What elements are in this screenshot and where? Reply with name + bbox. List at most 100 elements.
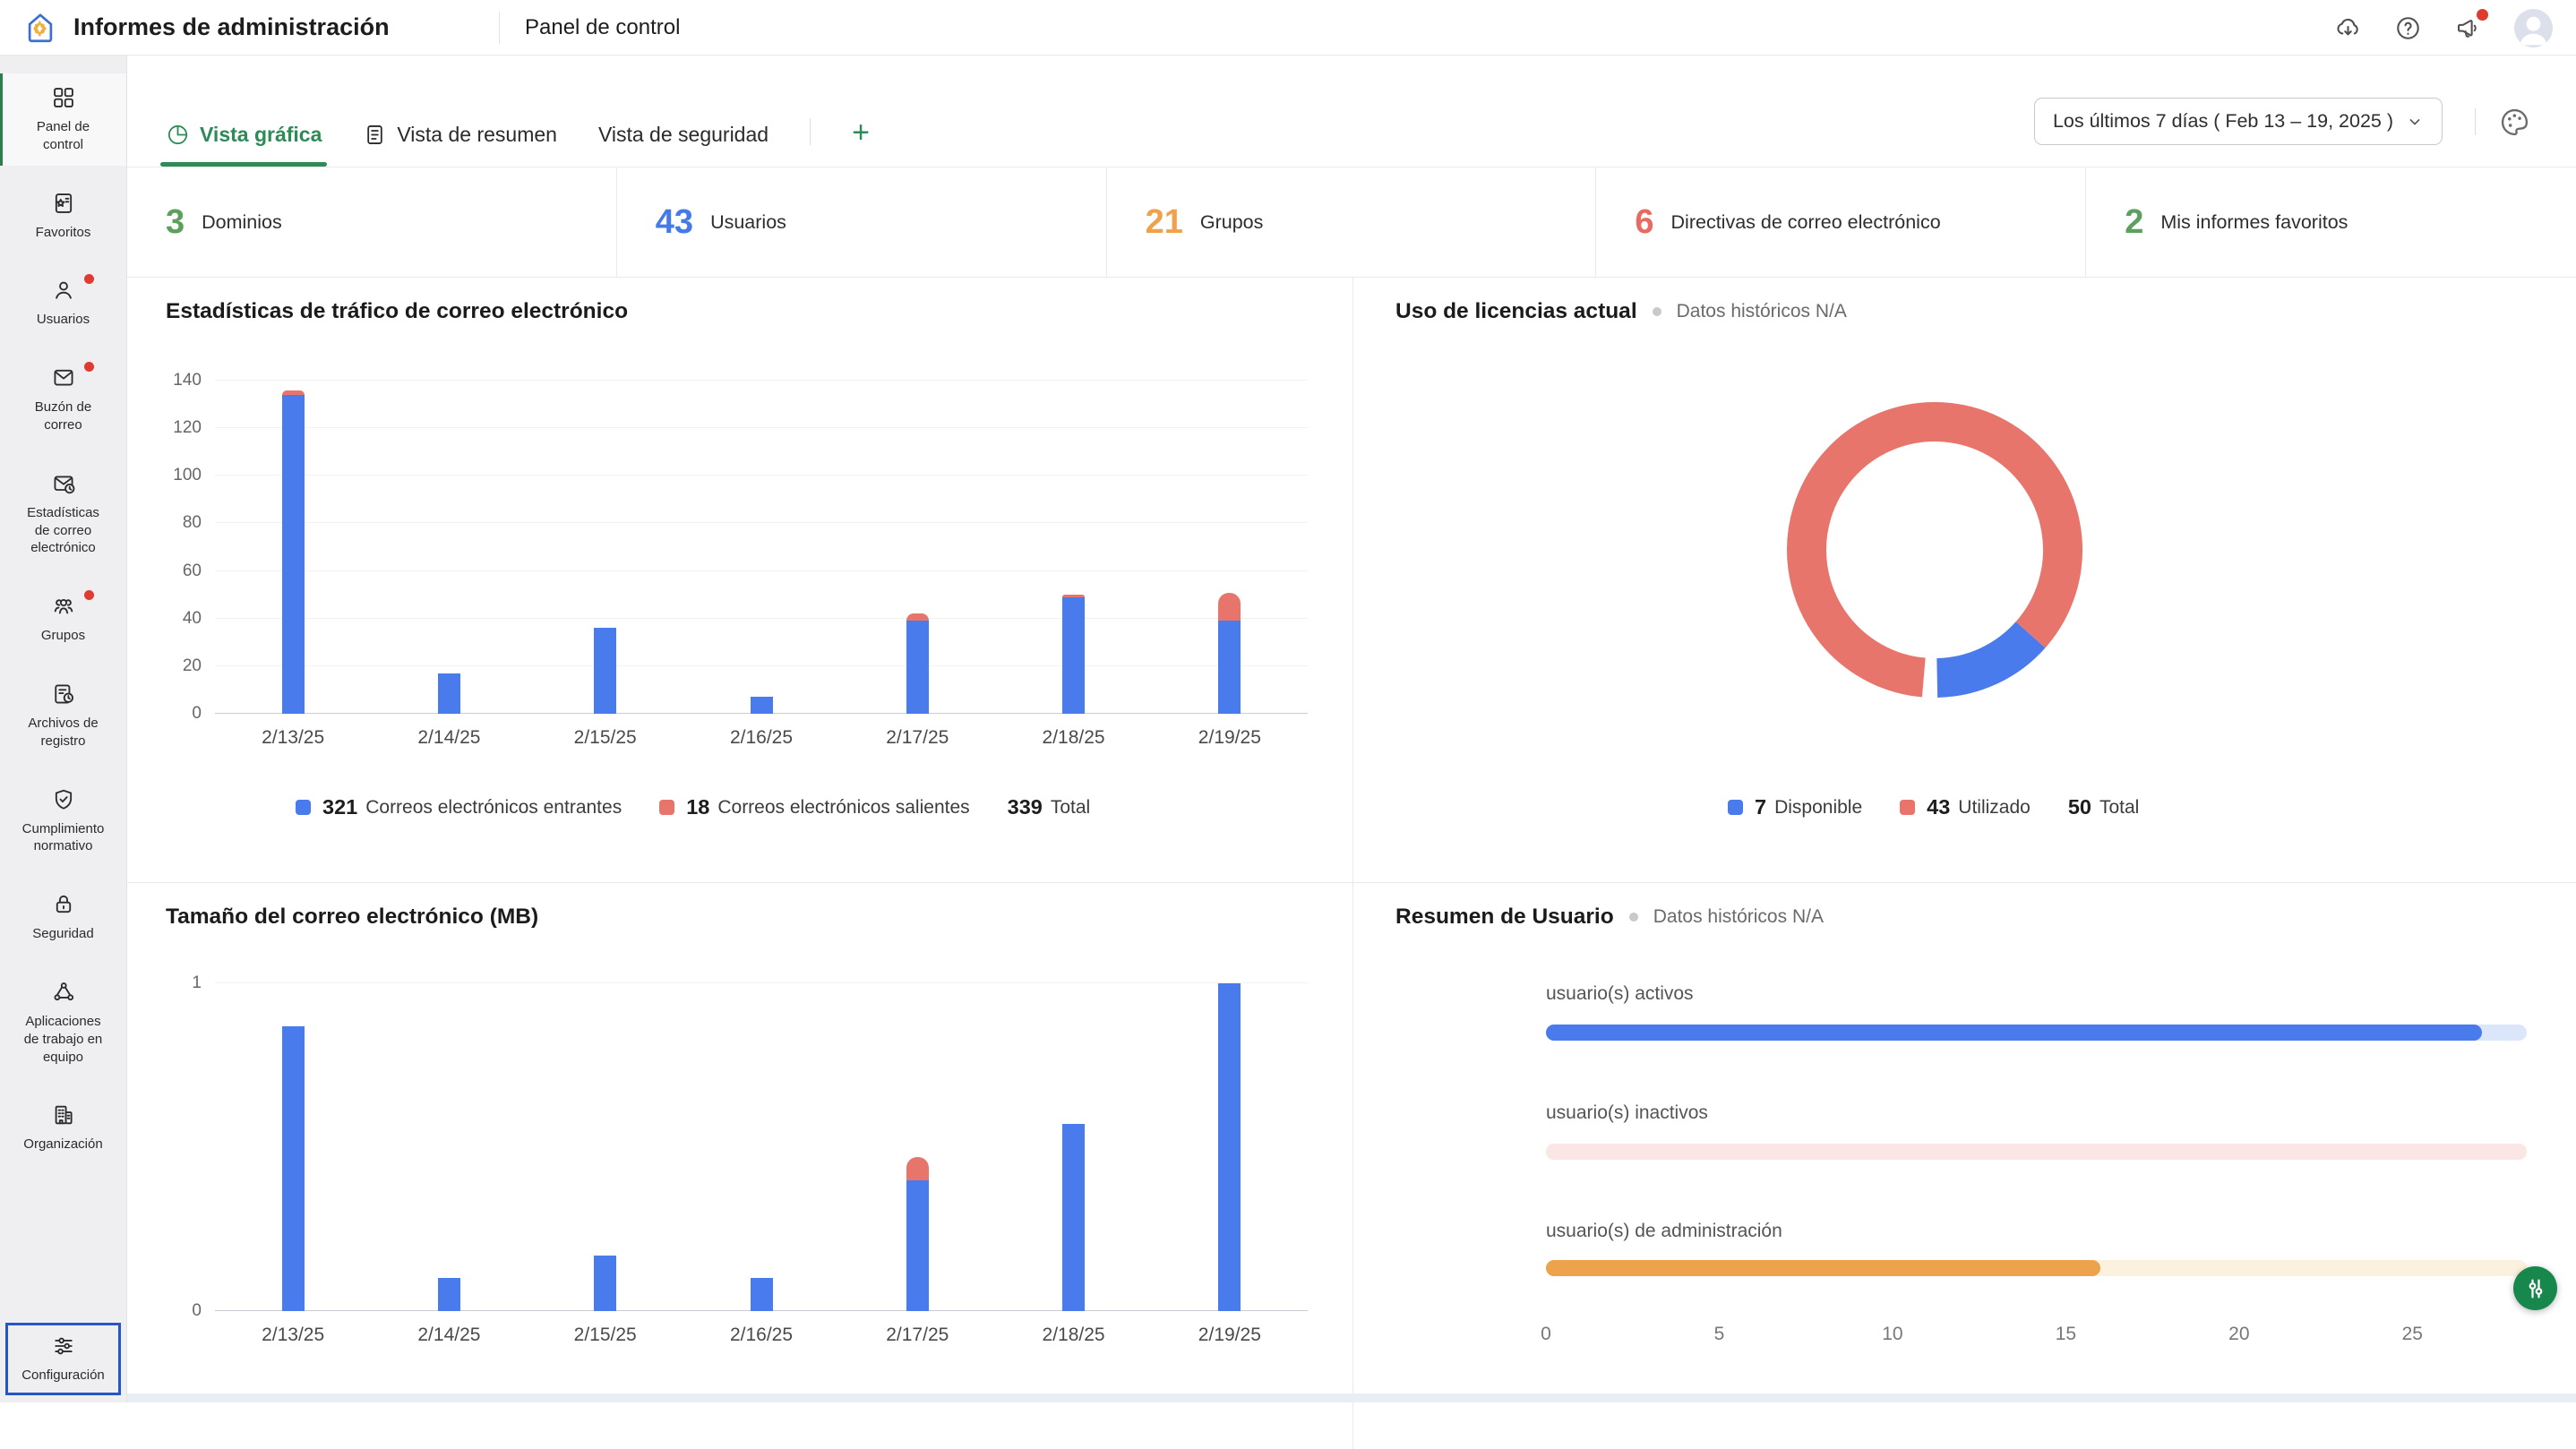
subtitle-dot bbox=[1652, 307, 1662, 316]
y-axis-tick: 60 bbox=[182, 561, 202, 580]
tab-label: Vista de seguridad bbox=[597, 123, 769, 146]
sidebar-item-configuracion[interactable]: Configuración bbox=[5, 1323, 121, 1395]
stat-mis-informes-favoritos[interactable]: 2 Mis informes favoritos bbox=[2086, 167, 2576, 277]
section-title: Panel de control bbox=[525, 15, 681, 39]
hbar-track bbox=[1546, 1025, 2527, 1041]
shield-check-icon bbox=[51, 787, 76, 812]
sidebar-item-label: Seguridad bbox=[32, 926, 94, 942]
gridline bbox=[215, 617, 1308, 619]
user-summary-title: Resumen de Usuario bbox=[1395, 905, 1614, 929]
teamwork-icon bbox=[51, 980, 76, 1005]
sidebar-item-seguridad[interactable]: Seguridad bbox=[0, 880, 126, 955]
x-axis-tick: 5 bbox=[1713, 1324, 1725, 1344]
bar-segment bbox=[1218, 621, 1241, 714]
chart-settings-fab[interactable] bbox=[2513, 1266, 2557, 1310]
gridline bbox=[215, 570, 1308, 571]
bar-segment bbox=[594, 1255, 617, 1311]
x-axis-tick: 2/16/25 bbox=[729, 727, 794, 748]
bar-segment bbox=[1062, 1124, 1086, 1311]
hbar-fill bbox=[1546, 1025, 2482, 1041]
tab-vista-de-resumen[interactable]: Vista de resumen bbox=[363, 123, 557, 167]
hbar-track bbox=[1546, 1260, 2527, 1276]
sidebar-item-cumplimiento-normativo[interactable]: Cumplimiento normativo bbox=[0, 776, 126, 868]
stat-dominios[interactable]: 3 Dominios bbox=[127, 167, 617, 277]
x-axis-tick: 2/17/25 bbox=[886, 727, 949, 748]
sidebar-item-label: Panel de control bbox=[36, 119, 90, 152]
cloud-download-icon[interactable] bbox=[2334, 14, 2362, 42]
mail-stats-icon bbox=[51, 471, 76, 496]
email-traffic-legend: 321 Correos electrónicos entrantes 18 Corre… bbox=[296, 795, 1090, 819]
add-view-button[interactable]: + bbox=[852, 116, 870, 150]
tab-label: Vista de resumen bbox=[397, 123, 557, 146]
sidebar-item-label: Buzón de correo bbox=[34, 399, 92, 433]
stat-grupos[interactable]: 21 Grupos bbox=[1107, 167, 1597, 277]
bar-segment bbox=[906, 613, 929, 622]
pie-chart-icon bbox=[166, 123, 190, 147]
app-logo-icon bbox=[23, 11, 57, 45]
legend-value: 7 bbox=[1755, 795, 1767, 819]
legend-label: Utilizado bbox=[1958, 796, 2031, 818]
bar-segment bbox=[437, 1278, 460, 1311]
email-traffic-plot: 0 20 40 60 80 100 120 140 2/13/25 2/14/25 2/15/25 2… bbox=[173, 372, 1308, 748]
lock-icon bbox=[51, 892, 76, 917]
stat-value: 21 bbox=[1145, 202, 1183, 241]
x-axis-tick: 2/13/25 bbox=[262, 727, 325, 748]
gridline bbox=[215, 982, 1308, 983]
user-icon bbox=[51, 278, 76, 303]
date-range-picker[interactable]: Los últimos 7 días ( Feb 13 – 19, 2025 ) bbox=[2033, 98, 2443, 145]
help-icon[interactable] bbox=[2394, 14, 2422, 42]
sidebar-item-panel-de-control[interactable]: Panel de control bbox=[0, 73, 126, 166]
sidebar-item-favoritos[interactable]: Favoritos bbox=[0, 179, 126, 253]
sidebar-item-aplicaciones-de-trabajo-en-equipo[interactable]: Aplicaciones de trabajo en equipo bbox=[0, 968, 126, 1077]
notification-dot bbox=[84, 590, 94, 601]
stat-directivas-de-correo-electrónico[interactable]: 6 Directivas de correo electrónico bbox=[1596, 167, 2087, 277]
tab-vista-gráfica[interactable]: Vista gráfica bbox=[159, 123, 328, 167]
x-axis-tick: 2/18/25 bbox=[1042, 1325, 1105, 1345]
x-axis-tick: 2/19/25 bbox=[1198, 1325, 1261, 1345]
sidebar-item-buzon-de-correo[interactable]: Buzón de correo bbox=[0, 354, 126, 446]
bar-segment bbox=[906, 621, 929, 714]
gridline bbox=[215, 664, 1308, 666]
legend-label: Correos electrónicos entrantes bbox=[365, 796, 623, 818]
groups-icon bbox=[51, 594, 76, 619]
stat-value: 2 bbox=[2125, 202, 2144, 241]
bar-segment bbox=[750, 697, 773, 714]
stat-usuarios[interactable]: 43 Usuarios bbox=[617, 167, 1107, 277]
sidebar-item-grupos[interactable]: Grupos bbox=[0, 582, 126, 656]
sidebar-item-estadisticas-de-correo-electronico[interactable]: Estadísticas de correo electrónico bbox=[0, 459, 126, 569]
notification-dot bbox=[84, 362, 94, 373]
palette-icon[interactable] bbox=[2498, 106, 2531, 139]
y-axis-tick: 0 bbox=[192, 704, 202, 723]
sidebar: Panel de control Favoritos Usuarios Buzón de… bbox=[0, 56, 127, 1402]
stat-label: Directivas de correo electrónico bbox=[1670, 210, 1941, 233]
bar-segment bbox=[281, 394, 305, 714]
hbar-row-label: usuario(s) inactivos bbox=[1546, 1102, 1708, 1123]
tab-vista-de-seguridad[interactable]: Vista de seguridad bbox=[598, 123, 769, 167]
sidebar-item-usuarios[interactable]: Usuarios bbox=[0, 266, 126, 340]
avatar[interactable] bbox=[2514, 8, 2553, 47]
x-axis-tick: 15 bbox=[2055, 1324, 2077, 1344]
bar-segment bbox=[281, 390, 305, 395]
bottom-scroll-strip[interactable] bbox=[127, 1393, 2576, 1402]
sidebar-item-label: Favoritos bbox=[35, 224, 91, 240]
top-bar: Informes de administración Panel de cont… bbox=[0, 0, 2576, 56]
legend-value: 18 bbox=[686, 795, 710, 819]
announcements-icon[interactable] bbox=[2454, 8, 2488, 42]
legend-label: Total bbox=[1050, 796, 1091, 818]
sidebar-item-organizacion[interactable]: Organización bbox=[0, 1091, 126, 1165]
bar-segment bbox=[750, 1278, 773, 1311]
license-donut-chart bbox=[1787, 402, 2082, 698]
user-summary-bars: usuario(s) activos usuario(s) inactivos us… bbox=[1541, 883, 2527, 1449]
legend-value: 43 bbox=[1927, 795, 1951, 819]
y-axis-tick: 140 bbox=[173, 371, 202, 390]
sidebar-item-label: Configuración bbox=[21, 1368, 105, 1384]
hbar-track bbox=[1546, 1144, 2527, 1160]
x-axis-tick: 2/14/25 bbox=[417, 727, 481, 748]
donut-segment bbox=[1936, 621, 2046, 698]
sidebar-item-archivos-de-registro[interactable]: Archivos de registro bbox=[0, 670, 126, 762]
bar-segment bbox=[1062, 596, 1086, 714]
legend-item: 50 Total bbox=[2068, 795, 2140, 819]
email-traffic-panel: Estadísticas de tráfico de correo electr… bbox=[127, 278, 1352, 882]
x-axis-tick: 2/15/25 bbox=[573, 1325, 637, 1345]
bar-segment bbox=[1218, 592, 1241, 622]
